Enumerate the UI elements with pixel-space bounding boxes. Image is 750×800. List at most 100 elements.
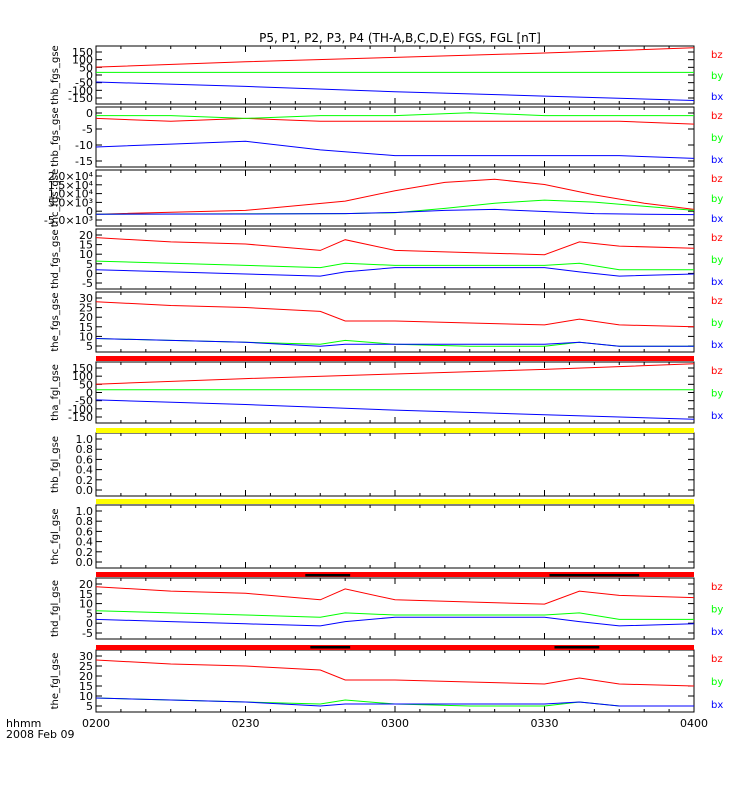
- y-tick-label: 50: [79, 61, 93, 74]
- y-tick-label: 2.0×10⁴: [48, 170, 94, 183]
- y-tick-label: 10: [79, 248, 93, 261]
- y-axis-label: thc_fgs_gse: [50, 169, 61, 228]
- y-tick-label: 10: [79, 598, 93, 611]
- y-tick-label: 15: [79, 239, 93, 252]
- y-tick-label: -10: [75, 139, 93, 152]
- flag-bar-red: [96, 356, 694, 361]
- y-tick-label: 25: [79, 302, 93, 315]
- y-tick-label: 0: [86, 267, 93, 280]
- y-tick-label: -50: [75, 395, 93, 408]
- y-tick-label: 0.4: [76, 536, 94, 549]
- plot-title: P5, P1, P2, P3, P4 (TH-A,B,C,D,E) FGS, F…: [259, 31, 541, 45]
- y-tick-label: -100: [68, 84, 93, 97]
- series-line-bz: [95, 586, 695, 605]
- y-tick-label: -5.0×10³: [44, 214, 93, 227]
- legend-bx: bx: [711, 92, 723, 103]
- y-axis-label: thd_fgs_gse: [50, 229, 61, 288]
- y-tick-label: 0.0: [76, 484, 94, 497]
- legend-bz: bz: [711, 582, 723, 593]
- y-tick-label: 5: [86, 258, 93, 271]
- legend-by: by: [711, 194, 723, 205]
- panel-frame: [95, 432, 695, 497]
- y-tick-label: 15: [79, 680, 93, 693]
- panel-frame: [95, 361, 695, 424]
- legend-by: by: [711, 389, 723, 400]
- y-axis-label: thb_fgl_gse: [50, 436, 61, 493]
- series-line-bx: [95, 697, 694, 707]
- y-axis-label: thb_fgs_gse: [50, 45, 61, 104]
- series-line-by: [95, 260, 694, 271]
- y-tick-label: 0.0: [76, 556, 94, 569]
- legend-bx: bx: [711, 340, 723, 351]
- y-axis-label: tha_fgl_gse: [50, 364, 61, 421]
- legend-bx: bx: [711, 277, 723, 288]
- y-tick-label: 0.8: [76, 515, 94, 528]
- panel-7: 1.00.80.60.40.20.0 thc_fgl_gse: [50, 504, 695, 569]
- flag-bar-red: [96, 572, 694, 577]
- y-tick-label: 15: [79, 321, 93, 334]
- y-tick-label: 25: [79, 660, 93, 673]
- series-line-bx: [95, 208, 695, 216]
- y-tick-label: 1.0: [76, 433, 94, 446]
- flag-bar-red: [96, 645, 694, 650]
- panel-frame: [95, 45, 695, 105]
- series-line-bx: [95, 338, 694, 347]
- y-tick-label: -50: [75, 77, 93, 90]
- legend-bz: bz: [711, 296, 723, 307]
- y-tick-label: 0: [86, 69, 93, 82]
- y-tick-label: 100: [72, 370, 93, 383]
- y-axis-label: thd_fgl_gse: [50, 580, 61, 637]
- y-tick-label: -5: [82, 277, 93, 290]
- legend-bz: bz: [711, 111, 723, 122]
- y-tick-label: 1.5×10⁴: [48, 179, 94, 192]
- legend-bx: bx: [711, 700, 723, 711]
- footer-date: 2008 Feb 09: [6, 728, 74, 741]
- mode-bar: [305, 574, 351, 577]
- y-tick-label: 0.2: [76, 474, 94, 487]
- y-tick-label: 0.2: [76, 546, 94, 559]
- y-tick-label: 5: [86, 607, 93, 620]
- y-tick-label: -5: [82, 627, 93, 640]
- series-line-bx: [95, 399, 695, 420]
- panel-2: 2.0×10⁴1.5×10⁴1.0×10⁴5.0×10³0-5.0×10³thc…: [44, 169, 723, 228]
- legend-by: by: [711, 133, 723, 144]
- legend-bx: bx: [711, 214, 723, 225]
- legend-by: by: [711, 71, 723, 82]
- panel-frame: [95, 504, 695, 569]
- legend-bx: bx: [711, 411, 723, 422]
- y-tick-label: 0.6: [76, 525, 94, 538]
- legend-bz: bz: [711, 233, 723, 244]
- y-tick-label: -150: [68, 411, 93, 424]
- y-tick-label: 30: [79, 650, 93, 663]
- y-tick-label: 5: [86, 340, 93, 353]
- y-tick-label: 1.0×10⁴: [48, 188, 94, 201]
- series-line-bz: [95, 363, 695, 385]
- flag-bars: [96, 356, 694, 650]
- series-line-bz: [95, 178, 695, 215]
- y-tick-label: 0.4: [76, 464, 94, 477]
- x-tick-label: 0330: [531, 717, 559, 730]
- legend-bz: bz: [711, 654, 723, 665]
- series-line-bx: [95, 267, 695, 277]
- mode-bar: [554, 646, 600, 649]
- y-tick-label: 15: [79, 588, 93, 601]
- y-tick-label: 10: [79, 330, 93, 343]
- y-tick-label: 5: [86, 700, 93, 713]
- series-line-bx: [95, 616, 695, 627]
- series-line-bz: [95, 301, 695, 328]
- y-tick-label: 0: [86, 107, 93, 120]
- legend-by: by: [711, 605, 723, 616]
- x-tick-label: 0300: [381, 717, 409, 730]
- y-axis-label: thc_fgl_gse: [50, 508, 61, 564]
- y-tick-label: 0: [86, 205, 93, 218]
- y-tick-label: -15: [75, 155, 93, 168]
- y-tick-label: 20: [79, 670, 93, 683]
- flag-bar-yellow: [96, 499, 694, 504]
- panel-frame: [95, 577, 695, 640]
